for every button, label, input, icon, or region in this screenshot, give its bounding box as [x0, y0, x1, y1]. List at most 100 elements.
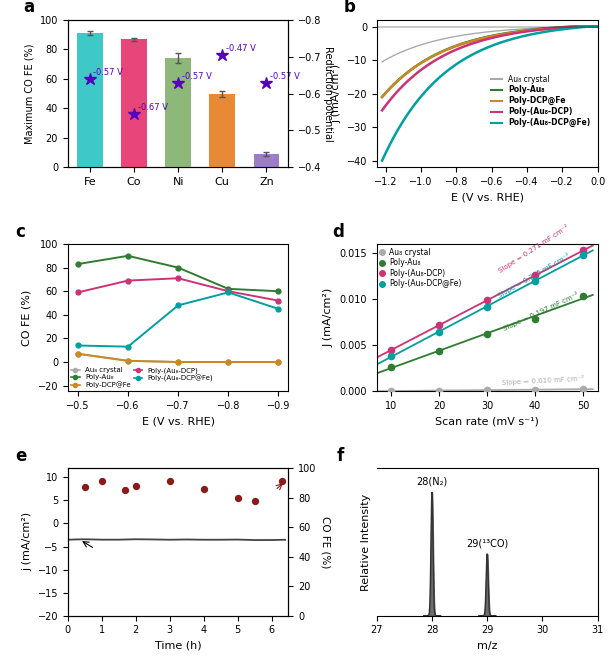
Poly-Au₈ — [74, 260, 81, 268]
Text: b: b — [344, 0, 355, 17]
Au₈ crystal — [404, 46, 411, 54]
Line: Poly-Au₈: Poly-Au₈ — [382, 26, 598, 97]
Y-axis label: Reduction potential: Reduction potential — [323, 46, 333, 142]
Poly-Au₈ — [514, 28, 521, 36]
Poly-DCP@Fe — [378, 93, 386, 101]
Poly-Au₈ — [404, 68, 411, 76]
Text: Slope = 0.271 mF cm⁻²: Slope = 0.271 mF cm⁻² — [496, 223, 570, 273]
Point — [164, 476, 174, 487]
Poly-(Au₈-DCP@Fe) — [464, 54, 471, 62]
Legend: Au₈ crystal, Poly-Au₈, Poly-DCP@Fe, Poly-(Au₈-DCP), Poly-(Au₈-DCP@Fe): Au₈ crystal, Poly-Au₈, Poly-DCP@Fe, Poly… — [71, 367, 213, 388]
Poly-(Au₈-DCP) — [573, 23, 580, 30]
Poly-DCP@Fe — [577, 23, 584, 30]
Au₈ crystal — [124, 357, 132, 365]
Poly-(Au₈-DCP) — [225, 287, 232, 295]
Poly-(Au₈-DCP) — [464, 41, 471, 49]
Poly-(Au₈-DCP@Fe) — [594, 23, 601, 30]
Text: f: f — [337, 447, 344, 465]
Text: -0.67 V: -0.67 V — [137, 103, 168, 112]
Poly-(Au₈-DCP) — [448, 48, 456, 56]
Poly-Au₈ — [464, 38, 471, 46]
Poly-DCP@Fe — [404, 68, 411, 76]
Au₈ crystal — [594, 23, 601, 30]
Point — [199, 483, 209, 494]
Poly-(Au₈-DCP@Fe) — [534, 29, 541, 37]
Poly-Au₈ — [275, 287, 282, 295]
Poly-DCP@Fe — [464, 38, 471, 46]
Line: Poly-(Au₈-DCP): Poly-(Au₈-DCP) — [382, 26, 598, 111]
Poly-(Au₈-DCP@Fe) — [514, 34, 521, 42]
Bar — [121, 39, 147, 167]
Text: a: a — [23, 0, 34, 17]
Text: Slope = 0.197 mF cm⁻²: Slope = 0.197 mF cm⁻² — [501, 291, 579, 332]
Au₈ crystal — [225, 358, 232, 366]
Poly-Au₈ — [225, 285, 232, 293]
Poly-(Au₈-DCP@Fe) — [174, 301, 182, 309]
Au₈ crystal — [535, 24, 542, 32]
Poly-(Au₈-DCP) — [535, 26, 542, 34]
Poly-DCP@Fe — [448, 44, 456, 52]
Poly-DCP@Fe — [275, 358, 282, 366]
Poly-(Au₈-DCP@Fe) — [124, 343, 132, 351]
Poly-DCP@Fe — [74, 350, 81, 357]
Point — [249, 495, 259, 506]
Text: -0.47 V: -0.47 V — [226, 44, 256, 53]
Point — [97, 476, 107, 487]
Y-axis label: J (mA/cm²): J (mA/cm²) — [324, 288, 334, 348]
Au₈ crystal — [464, 30, 471, 38]
Poly-Au₈ — [594, 23, 601, 30]
Poly-(Au₈-DCP@Fe) — [448, 63, 456, 71]
Poly-(Au₈-DCP) — [275, 297, 282, 305]
Point — [131, 481, 140, 491]
Y-axis label: CO FE (%): CO FE (%) — [22, 290, 32, 346]
Line: Poly-(Au₈-DCP): Poly-(Au₈-DCP) — [75, 276, 281, 303]
Poly-(Au₈-DCP@Fe) — [535, 29, 542, 37]
Au₈ crystal — [577, 23, 584, 30]
Au₈ crystal — [378, 58, 386, 66]
X-axis label: Scan rate (mV s⁻¹): Scan rate (mV s⁻¹) — [436, 417, 539, 427]
Poly-(Au₈-DCP) — [534, 26, 541, 34]
Text: -0.57 V: -0.57 V — [182, 72, 211, 81]
Poly-DCP@Fe — [124, 357, 132, 365]
Poly-Au₈ — [567, 23, 575, 30]
Line: Poly-DCP@Fe: Poly-DCP@Fe — [75, 352, 281, 365]
Poly-(Au₈-DCP@Fe) — [275, 305, 282, 313]
Poly-(Au₈-DCP) — [124, 277, 132, 285]
Au₈ crystal — [74, 350, 81, 357]
Poly-(Au₈-DCP@Fe) — [225, 289, 232, 297]
Poly-Au₈ — [534, 25, 541, 33]
Text: d: d — [333, 222, 344, 241]
Au₈ crystal — [514, 25, 521, 33]
Poly-(Au₈-DCP) — [404, 77, 411, 85]
Bar — [165, 58, 191, 167]
Bar — [254, 154, 279, 167]
Line: Au₈ crystal: Au₈ crystal — [382, 26, 598, 62]
Au₈ crystal — [174, 358, 182, 366]
Poly-(Au₈-DCP) — [74, 289, 81, 297]
X-axis label: Time (h): Time (h) — [155, 641, 201, 651]
Point — [233, 493, 243, 503]
Text: Slope = 0.010 mF cm⁻²: Slope = 0.010 mF cm⁻² — [501, 374, 584, 385]
Point — [80, 482, 90, 493]
Line: Poly-Au₈: Poly-Au₈ — [75, 254, 281, 294]
Poly-Au₈ — [378, 93, 386, 101]
Poly-DCP@Fe — [514, 28, 521, 36]
Poly-(Au₈-DCP) — [594, 23, 601, 30]
Line: Au₈ crystal: Au₈ crystal — [75, 352, 281, 365]
Legend: Au₈ crystal, Poly-Au₈, Poly-(Au₈-DCP), Poly-(Au₈-DCP@Fe): Au₈ crystal, Poly-Au₈, Poly-(Au₈-DCP), P… — [381, 248, 461, 289]
Poly-(Au₈-DCP) — [174, 274, 182, 282]
X-axis label: E (V vs. RHE): E (V vs. RHE) — [451, 193, 524, 203]
Au₈ crystal — [534, 24, 541, 32]
Poly-Au₈ — [448, 43, 456, 51]
Text: 28(N₂): 28(N₂) — [416, 477, 448, 487]
Poly-(Au₈-DCP@Fe) — [74, 342, 81, 350]
Y-axis label: j (mA/cm²): j (mA/cm²) — [22, 512, 32, 571]
Poly-Au₈ — [535, 25, 542, 33]
Poly-(Au₈-DCP@Fe) — [378, 157, 386, 165]
Text: e: e — [15, 447, 26, 465]
X-axis label: E (V vs. RHE): E (V vs. RHE) — [142, 417, 214, 427]
Poly-(Au₈-DCP@Fe) — [404, 110, 411, 118]
Poly-DCP@Fe — [534, 26, 541, 34]
Y-axis label: Maximum CO FE (%): Maximum CO FE (%) — [24, 43, 34, 144]
Text: -0.57 V: -0.57 V — [270, 72, 300, 81]
